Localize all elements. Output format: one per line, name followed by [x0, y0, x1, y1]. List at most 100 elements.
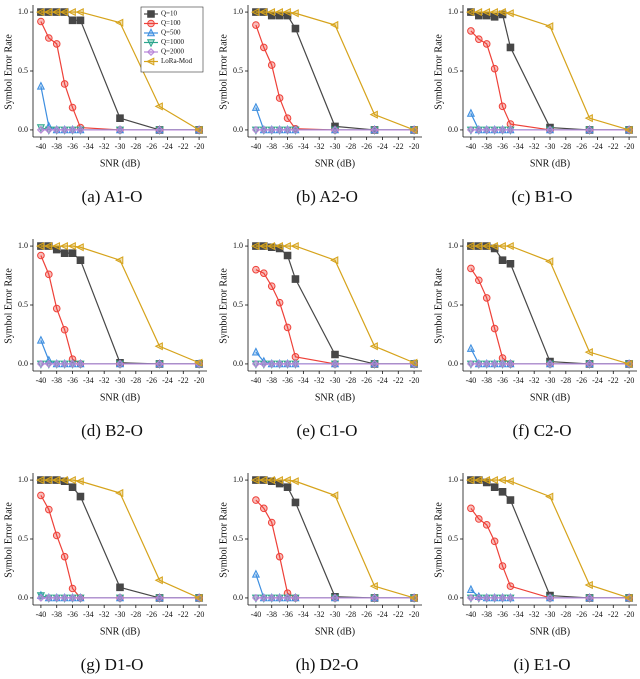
x-tick-label: -38	[51, 610, 62, 619]
x-tick-label: -34	[513, 610, 524, 619]
x-tick-label: -34	[83, 376, 94, 385]
y-tick-label: 0.5	[18, 534, 28, 543]
x-tick-label: -36	[67, 610, 78, 619]
data-point	[60, 552, 69, 561]
data-point	[194, 358, 203, 367]
x-tick-label: -24	[377, 142, 388, 151]
data-point	[475, 35, 483, 43]
y-axis-label: Symbol Error Rate	[3, 502, 14, 578]
y-axis-label: Symbol Error Rate	[218, 268, 229, 344]
data-point	[466, 343, 476, 352]
data-point	[266, 241, 276, 251]
data-point	[465, 475, 475, 485]
x-tick-label: -28	[560, 610, 571, 619]
data-point	[194, 125, 203, 135]
series-line	[40, 245, 200, 365]
data-point	[506, 593, 515, 602]
legend-label: Q=1000	[161, 38, 185, 46]
x-tick-label: -40	[466, 610, 477, 619]
x-tick-label: -20	[409, 376, 420, 385]
data-point	[154, 342, 163, 351]
data-point	[155, 125, 164, 134]
data-point	[370, 125, 379, 134]
data-point	[45, 270, 53, 279]
x-tick-label: -30	[330, 142, 341, 151]
data-point	[45, 505, 53, 514]
data-point	[59, 241, 68, 251]
data-point	[409, 125, 418, 135]
data-point	[68, 103, 77, 112]
data-point	[498, 593, 507, 602]
data-point	[506, 496, 515, 504]
data-point	[267, 359, 276, 368]
data-point	[545, 359, 555, 368]
y-tick-label: 0.0	[18, 359, 28, 368]
series-line	[40, 86, 200, 131]
x-tick-label: -20	[409, 142, 420, 151]
data-point	[51, 241, 61, 251]
data-point	[251, 593, 260, 602]
data-point	[497, 241, 506, 251]
y-tick-label: 1.0	[448, 7, 458, 16]
x-tick-label: -22	[608, 142, 619, 151]
x-axis-label: SNR (dB)	[100, 626, 140, 637]
x-tick-label: -26	[146, 610, 157, 619]
data-point	[115, 593, 125, 602]
data-point	[76, 16, 85, 25]
series-line	[470, 268, 630, 365]
data-point	[251, 125, 260, 134]
data-point	[60, 249, 69, 257]
data-point	[475, 276, 483, 285]
data-point	[490, 64, 499, 73]
data-point	[291, 24, 300, 33]
x-tick-label: -28	[130, 376, 141, 385]
data-point	[505, 477, 514, 486]
data-point	[274, 475, 283, 485]
data-point	[505, 9, 514, 18]
x-tick-label: -24	[162, 610, 173, 619]
data-point	[67, 475, 76, 485]
data-point	[250, 7, 260, 17]
x-tick-label: -40	[36, 376, 47, 385]
y-tick-label: 1.0	[18, 241, 28, 250]
data-point	[481, 241, 491, 251]
data-point	[36, 593, 45, 602]
data-point	[67, 7, 76, 17]
data-point	[35, 241, 45, 251]
data-point	[116, 583, 124, 592]
y-tick-label: 1.0	[448, 475, 458, 484]
data-point	[267, 282, 276, 290]
x-tick-label: -20	[624, 376, 635, 385]
data-point	[369, 110, 378, 119]
legend-label: Q=2000	[161, 48, 185, 56]
data-point	[490, 593, 499, 602]
data-point	[481, 7, 491, 17]
data-point	[465, 7, 475, 17]
x-tick-label: -32	[529, 142, 540, 151]
data-point	[624, 593, 633, 603]
legend-marker	[147, 19, 155, 28]
series-line	[255, 11, 415, 131]
data-point	[51, 7, 61, 17]
data-point	[585, 593, 594, 602]
data-point	[282, 475, 291, 485]
data-point	[52, 304, 61, 313]
data-point	[498, 562, 507, 570]
data-point	[330, 20, 339, 30]
data-point	[291, 498, 300, 507]
data-point	[36, 81, 46, 90]
data-point	[76, 359, 85, 368]
data-point	[506, 125, 515, 134]
data-point	[475, 515, 483, 523]
x-tick-label: -32	[314, 142, 325, 151]
data-point	[330, 256, 339, 265]
y-axis-label: Symbol Error Rate	[3, 34, 14, 110]
data-point	[52, 125, 61, 134]
data-point	[60, 125, 69, 134]
data-point	[466, 125, 475, 134]
data-point	[258, 475, 268, 485]
x-tick-label: -24	[162, 142, 173, 151]
data-point	[115, 488, 124, 498]
y-axis-label: Symbol Error Rate	[433, 268, 444, 344]
